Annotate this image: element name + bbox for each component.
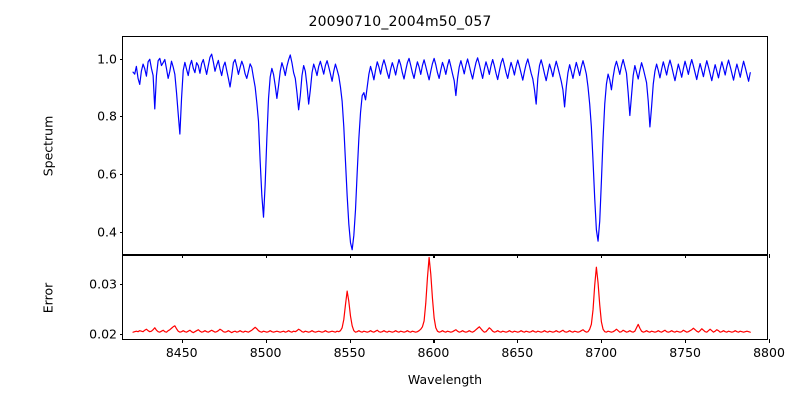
y-tick-mark <box>119 173 123 175</box>
x-tick-mark <box>517 339 519 343</box>
x-tick-mark <box>685 339 687 343</box>
data-series-line <box>133 54 750 250</box>
spectrum-line-plot <box>123 37 767 254</box>
spectrum-y-axis-label: Spectrum <box>40 115 56 177</box>
x-tick-mark <box>769 339 771 343</box>
y-tick-mark <box>119 116 123 118</box>
x-tick-label: 8800 <box>753 345 785 360</box>
error-line-plot <box>123 256 767 339</box>
y-tick-mark <box>119 58 123 60</box>
x-axis-label: Wavelength <box>407 372 483 387</box>
y-tick-label: 0.4 <box>97 224 117 239</box>
y-tick-mark <box>119 283 123 285</box>
y-tick-label: 1.0 <box>97 51 117 67</box>
x-tick-mark <box>769 254 771 258</box>
data-series-line <box>133 257 750 332</box>
error-axes: 0.02 0.03 8450 8500 8550 8600 8650 8700 8750 8800 <box>89 255 785 360</box>
x-tick-label: 8600 <box>417 345 450 360</box>
x-tick-mark <box>601 339 603 343</box>
x-tick-label: 8750 <box>669 345 701 360</box>
x-tick-mark <box>349 339 351 343</box>
x-tick-mark <box>433 339 435 343</box>
y-tick-label: 0.6 <box>97 166 117 182</box>
y-tick-mark <box>119 333 123 335</box>
y-tick-label: 0.02 <box>89 326 117 341</box>
figure-title: 20090710_2004m50_057 <box>308 14 492 30</box>
x-tick-label: 8700 <box>585 345 618 360</box>
y-tick-label: 0.03 <box>89 276 117 291</box>
x-tick-label: 8450 <box>165 345 198 360</box>
x-tick-label: 8550 <box>333 345 366 360</box>
x-tick-mark <box>181 339 183 343</box>
y-tick-label: 0.8 <box>97 108 117 124</box>
y-tick-mark <box>119 231 123 233</box>
error-y-axis-label: Error <box>40 282 56 314</box>
spectrum-axes: 0.4 0.6 0.8 1.0 <box>97 36 771 258</box>
x-tick-label: 8500 <box>249 345 282 360</box>
x-tick-label: 8650 <box>501 345 534 360</box>
x-tick-mark <box>265 339 267 343</box>
